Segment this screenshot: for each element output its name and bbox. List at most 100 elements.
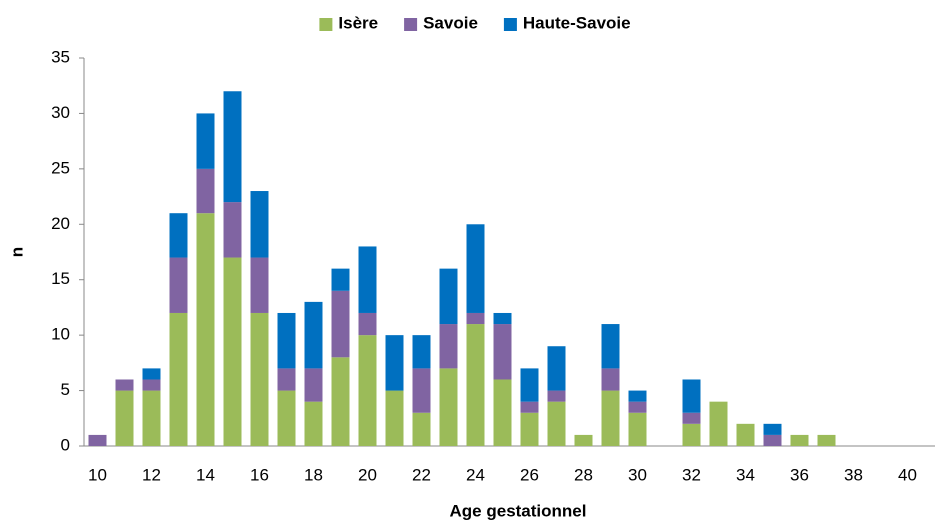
- bar-segment: [601, 390, 620, 446]
- bar-segment: [142, 390, 161, 446]
- bar-segment: [142, 379, 161, 391]
- bar-segment: [358, 335, 377, 446]
- bar-segment: [331, 268, 350, 291]
- bar-segment: [304, 301, 323, 369]
- bar-segment: [547, 346, 566, 391]
- legend-swatch: [319, 18, 333, 31]
- bar-segment: [277, 368, 296, 391]
- bar-segment: [304, 401, 323, 446]
- bar-segment: [520, 401, 539, 413]
- bar-segment: [466, 224, 485, 313]
- x-tick-label: 24: [466, 465, 485, 484]
- bar-segment: [628, 390, 647, 402]
- bar-segment: [196, 113, 215, 169]
- x-tick-label: 28: [574, 465, 593, 484]
- legend-label: Savoie: [423, 13, 478, 32]
- bar-segment: [682, 412, 701, 424]
- bar-segment: [250, 191, 269, 258]
- x-tick-label: 38: [844, 465, 863, 484]
- y-tick-label: 5: [61, 380, 70, 399]
- bar-segment: [439, 368, 458, 446]
- bar-segment: [763, 434, 782, 446]
- x-axis-title: Age gestationnel: [450, 501, 587, 520]
- bar-segment: [331, 357, 350, 446]
- bar-segment: [277, 390, 296, 446]
- bar-segment: [115, 379, 134, 391]
- bar-segment: [115, 390, 134, 446]
- x-tick-label: 26: [520, 465, 539, 484]
- y-tick-label: 30: [51, 103, 70, 122]
- legend: Isère Savoie Haute-Savoie: [319, 13, 631, 32]
- bar-segment: [250, 312, 269, 446]
- bar-segment: [520, 412, 539, 446]
- bar-segment: [223, 202, 242, 258]
- y-tick-label: 35: [51, 47, 70, 66]
- bar-segment: [520, 368, 539, 402]
- bar-segment: [169, 312, 188, 446]
- bar-segment: [412, 412, 431, 446]
- x-tick-label: 22: [412, 465, 431, 484]
- bar-segment: [223, 91, 242, 203]
- bar-segment: [493, 324, 512, 380]
- bar-segment: [358, 312, 377, 336]
- x-tick-label: 12: [142, 465, 161, 484]
- bar-segment: [709, 401, 728, 446]
- x-tick-label: 34: [736, 465, 755, 484]
- bar-segment: [196, 213, 215, 446]
- legend-swatch: [404, 18, 418, 31]
- bar-segment: [466, 312, 485, 325]
- bar-segment: [547, 390, 566, 402]
- y-tick-label: 25: [51, 158, 70, 177]
- bar-segment: [304, 368, 323, 402]
- bar-segment: [412, 335, 431, 369]
- bar-segment: [790, 434, 809, 446]
- x-tick-label: 40: [898, 465, 917, 484]
- bar-segment: [628, 401, 647, 413]
- bar-segment: [385, 390, 404, 446]
- bar-segment: [601, 324, 620, 369]
- x-tick-label: 30: [628, 465, 647, 484]
- bar-segment: [547, 401, 566, 446]
- bar-segment: [601, 368, 620, 391]
- legend-swatch: [503, 18, 517, 31]
- bar-segment: [763, 423, 782, 435]
- y-tick-label: 0: [61, 435, 70, 454]
- bar-segment: [439, 268, 458, 325]
- bar-segment: [169, 213, 188, 258]
- bar-segment: [817, 434, 836, 446]
- x-tick-label: 10: [88, 465, 107, 484]
- bar-segment: [250, 257, 269, 313]
- bar-segment: [358, 246, 377, 313]
- y-axis-title: n: [7, 247, 26, 257]
- bar-segment: [466, 324, 485, 446]
- bar-segment: [493, 379, 512, 446]
- y-tick-label: 20: [51, 214, 70, 233]
- x-tick-label: 16: [250, 465, 269, 484]
- bar-segment: [574, 434, 593, 446]
- bar-segment: [223, 257, 242, 446]
- bar-segment: [682, 379, 701, 413]
- bar-segment: [736, 423, 755, 446]
- x-tick-label: 14: [196, 465, 215, 484]
- bar-segment: [628, 412, 647, 446]
- bar-segment: [169, 257, 188, 313]
- bar-segment: [331, 290, 350, 358]
- x-tick-label: 36: [790, 465, 809, 484]
- bar-segment: [196, 168, 215, 214]
- x-tick-label: 20: [358, 465, 377, 484]
- y-tick-label: 15: [51, 269, 70, 288]
- bar-segment: [439, 324, 458, 369]
- legend-label: Isère: [338, 13, 378, 32]
- bar-segment: [412, 368, 431, 413]
- bar-segment: [142, 368, 161, 380]
- y-tick-label: 10: [51, 325, 70, 344]
- bar-segment: [88, 434, 107, 446]
- x-tick-label: 32: [682, 465, 701, 484]
- bar-segment: [277, 312, 296, 369]
- x-tick-label: 18: [304, 465, 323, 484]
- bar-segment: [493, 312, 512, 325]
- legend-label: Haute-Savoie: [523, 13, 631, 32]
- bar-segment: [385, 335, 404, 391]
- bar-segment: [682, 423, 701, 446]
